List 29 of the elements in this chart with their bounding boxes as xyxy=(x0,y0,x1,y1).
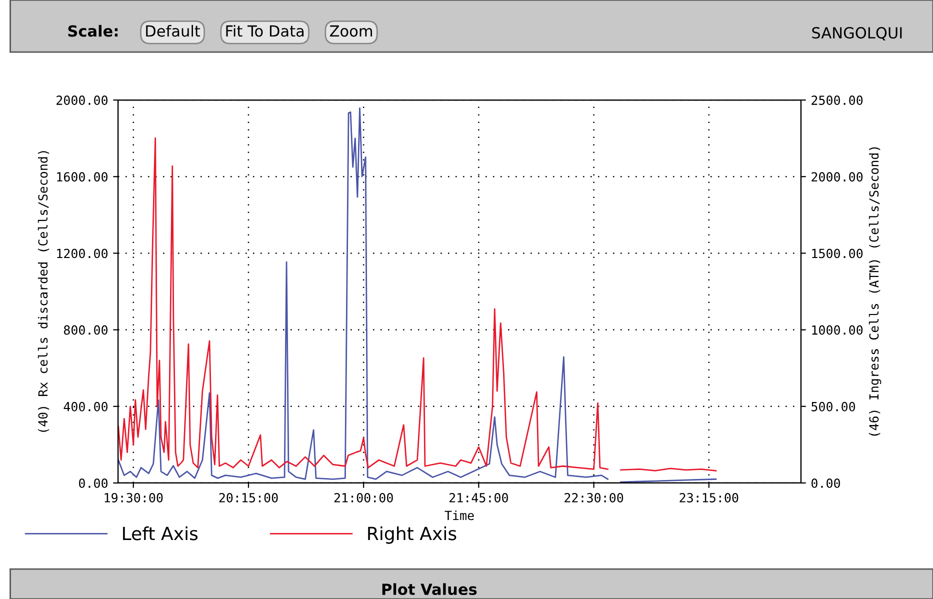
y2-tick-label: 2000.00 xyxy=(812,172,863,182)
y2-tick-label: 1000.00 xyxy=(812,325,863,335)
text: Zoom xyxy=(330,25,372,37)
y2-tick-label: 2500.00 xyxy=(812,96,863,105)
text: Scale: xyxy=(68,24,118,37)
y-tick-label: 400.00 xyxy=(64,402,108,412)
y-tick-label: 800.00 xyxy=(64,325,108,335)
x-tick-label: 22:30:00 xyxy=(564,492,624,502)
x-tick-label: 19:30:00 xyxy=(104,492,163,502)
x-tick-label: 23:15:00 xyxy=(680,492,738,502)
y-tick-label: 0.00 xyxy=(79,478,108,488)
x-axis-title: Time xyxy=(444,510,474,520)
y2-tick-label: 0.00 xyxy=(812,478,840,488)
text: Default xyxy=(146,24,200,37)
y-axis-title: (40) Rx cells discarded (Cells/Second) xyxy=(38,151,50,432)
text: SANGOLQUI xyxy=(812,27,902,40)
y-tick-label: 1200.00 xyxy=(57,248,108,258)
text: Fit To Data xyxy=(226,24,304,37)
x-tick-label: 21:45:00 xyxy=(450,492,508,502)
y-tick-label: 1600.00 xyxy=(57,172,108,182)
y2-tick-label: 500.00 xyxy=(812,402,856,412)
y2-axis-title: (46) Ingress Cells (ATM) (Cells/Second) xyxy=(868,147,882,436)
legend-label: Left Axis xyxy=(123,526,198,540)
y2-tick-label: 1500.00 xyxy=(812,248,863,258)
text: Plot Values xyxy=(382,583,477,596)
y-tick-label: 2000.00 xyxy=(56,96,108,105)
x-tick-label: 21:00:00 xyxy=(334,492,393,502)
legend-label: Right Axis xyxy=(368,526,456,544)
x-tick-label: 20:15:00 xyxy=(219,492,278,502)
